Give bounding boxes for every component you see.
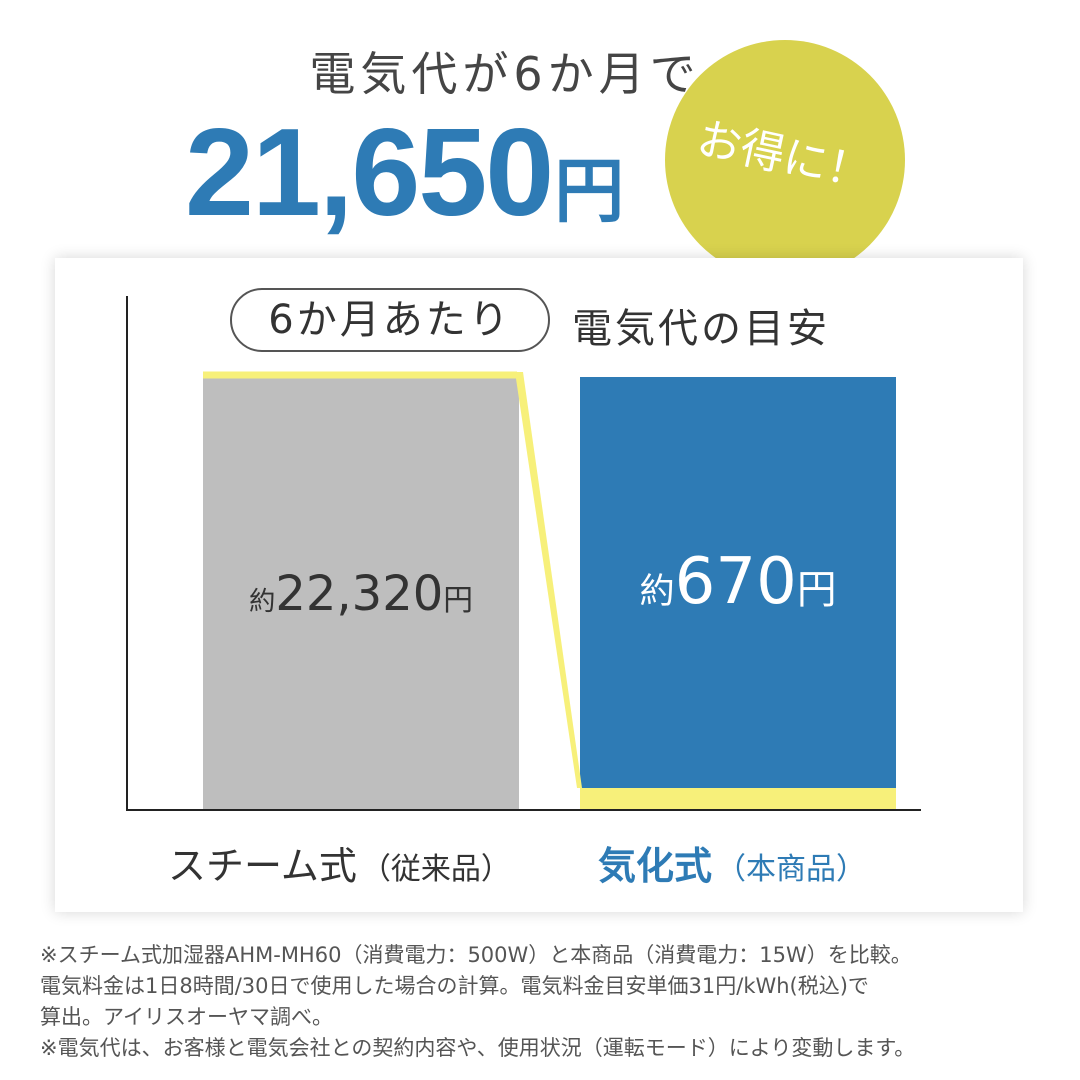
bar-steam — [203, 377, 519, 810]
category-name: スチーム式 — [168, 844, 357, 888]
category-name: 気化式 — [598, 844, 713, 888]
highlight-drop-line — [515, 372, 582, 788]
category-note: （従来品） — [360, 852, 511, 887]
footnote-line: ※電気代は、お客様と電気会社との契約内容や、使用状況（運転モード）により変動しま… — [40, 1036, 916, 1060]
chart-subtitle: 電気代の目安 — [572, 306, 830, 352]
category-label-vaporizing: 気化式 （本商品） — [598, 835, 866, 890]
category-note: （本商品） — [716, 852, 867, 887]
headline: 電気代が6か月で — [309, 47, 701, 101]
footnotes: ※スチーム式加湿器AHM-MH60（消費電力：500W）と本商品（消費電力：15… — [40, 940, 1060, 1064]
savings-value: 21,650 — [185, 104, 554, 242]
footnote-line: 算出。アイリスオーヤマ調べ。 — [40, 1005, 333, 1029]
savings-unit: 円 — [554, 152, 625, 230]
bar-vaporizing-value-strip — [580, 788, 896, 810]
category-label-steam: スチーム式 （従来品） — [168, 835, 511, 890]
savings-badge: お得に！ — [665, 40, 905, 280]
bar-vaporizing — [580, 377, 896, 810]
value-label-vaporizing: 約670円 — [639, 545, 836, 619]
footnote-line: ※スチーム式加湿器AHM-MH60（消費電力：500W）と本商品（消費電力：15… — [40, 943, 912, 967]
period-pill: 6か月あたり — [230, 288, 550, 352]
value-label-steam: 約22,320円 — [249, 566, 473, 622]
savings-amount: 21,650円 — [185, 102, 624, 244]
footnote-line: 電気料金は1日8時間/30日で使用した場合の計算。電気料金目安単価31円/kWh… — [40, 974, 869, 998]
